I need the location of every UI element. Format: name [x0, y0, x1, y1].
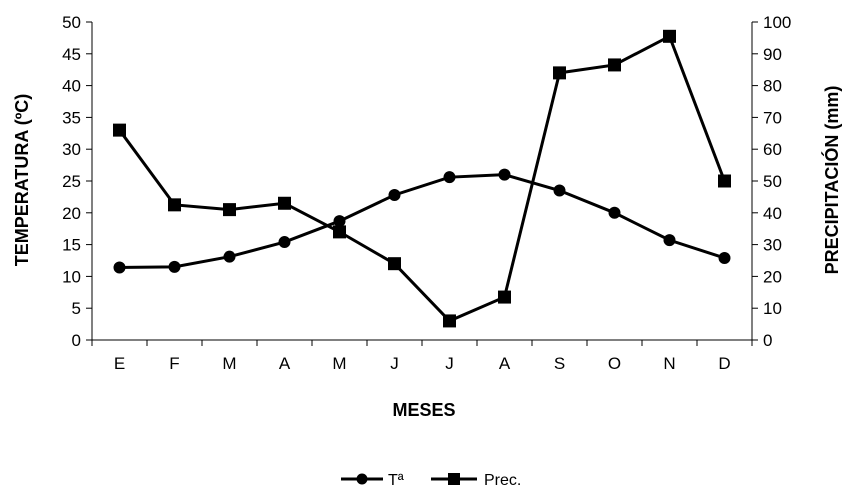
- data-point-temperature: [499, 169, 511, 181]
- data-point-temperature: [224, 251, 236, 263]
- x-tick-label: N: [663, 354, 675, 373]
- series: [113, 30, 731, 328]
- x-tick-label: A: [499, 354, 511, 373]
- left-y-tick-label: 25: [62, 172, 81, 191]
- series-line-precipitation: [120, 36, 725, 321]
- data-point-precipitation: [223, 203, 236, 216]
- right-y-tick-label: 100: [763, 13, 791, 32]
- data-point-precipitation: [608, 58, 621, 71]
- right-y-tick-label: 30: [763, 236, 782, 255]
- legend-precipitation-marker: [448, 473, 460, 485]
- right-y-tick-label: 0: [763, 331, 772, 350]
- x-axis-title: MESES: [392, 400, 455, 420]
- series-line-temperature: [120, 175, 725, 268]
- right-y-tick-label: 90: [763, 45, 782, 64]
- legend-temperature-marker: [357, 474, 368, 485]
- data-point-precipitation: [663, 30, 676, 43]
- data-point-temperature: [114, 261, 126, 273]
- data-point-precipitation: [498, 291, 511, 304]
- data-point-temperature: [444, 171, 456, 183]
- data-point-temperature: [554, 185, 566, 197]
- right-y-tick-label: 40: [763, 204, 782, 223]
- left-y-tick-label: 35: [62, 108, 81, 127]
- data-point-temperature: [279, 236, 291, 248]
- data-point-precipitation: [278, 197, 291, 210]
- data-point-precipitation: [553, 66, 566, 79]
- x-tick-label: F: [169, 354, 179, 373]
- left-y-tick-label: 50: [62, 13, 81, 32]
- data-point-precipitation: [443, 314, 456, 327]
- data-point-temperature: [719, 252, 731, 264]
- data-point-precipitation: [113, 124, 126, 137]
- legend: Tª Prec.: [341, 472, 521, 485]
- x-tick-label: E: [114, 354, 125, 373]
- x-tick-label: J: [390, 354, 399, 373]
- data-point-temperature: [609, 207, 621, 219]
- left-y-tick-label: 40: [62, 77, 81, 96]
- x-tick-label: M: [332, 354, 346, 373]
- x-tick-label: M: [222, 354, 236, 373]
- x-tick-label: S: [554, 354, 565, 373]
- legend-item-temperature: Tª: [341, 472, 404, 485]
- right-y-tick-label: 70: [763, 108, 782, 127]
- right-y-tick-label: 20: [763, 267, 782, 286]
- data-point-precipitation: [718, 175, 731, 188]
- left-y-tick-label: 15: [62, 236, 81, 255]
- data-point-temperature: [389, 189, 401, 201]
- right-y-tick-label: 50: [763, 172, 782, 191]
- left-y-tick-label: 30: [62, 140, 81, 159]
- left-y-tick-label: 10: [62, 267, 81, 286]
- right-y-axis-title: PRECIPITACIÓN (mm): [821, 86, 842, 275]
- right-y-tick-label: 80: [763, 77, 782, 96]
- data-point-temperature: [169, 261, 181, 273]
- legend-item-precipitation: Prec.: [431, 472, 521, 485]
- left-y-tick-label: 0: [72, 331, 81, 350]
- right-y-tick-label: 10: [763, 299, 782, 318]
- data-point-precipitation: [333, 225, 346, 238]
- x-tick-label: A: [279, 354, 291, 373]
- data-point-precipitation: [388, 257, 401, 270]
- legend-precipitation-label: Prec.: [484, 472, 521, 485]
- left-y-tick-label: 5: [72, 299, 81, 318]
- legend-temperature-label: Tª: [388, 472, 404, 485]
- right-y-tick-label: 60: [763, 140, 782, 159]
- left-y-tick-label: 20: [62, 204, 81, 223]
- data-point-precipitation: [168, 198, 181, 211]
- x-tick-label: O: [608, 354, 621, 373]
- left-y-axis-title: TEMPERATURA (ºC): [12, 94, 32, 267]
- left-y-tick-label: 45: [62, 45, 81, 64]
- x-tick-label: J: [445, 354, 454, 373]
- data-point-temperature: [334, 215, 346, 227]
- x-tick-label: D: [718, 354, 730, 373]
- data-point-temperature: [664, 234, 676, 246]
